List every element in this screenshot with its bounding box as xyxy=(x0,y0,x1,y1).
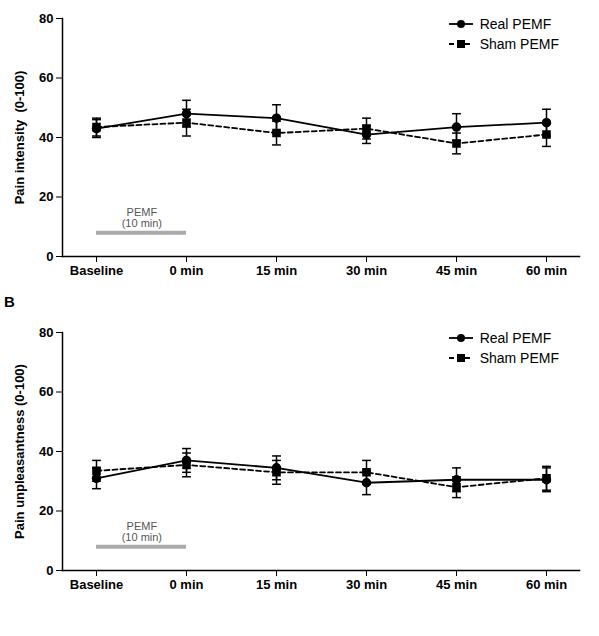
svg-text:0 min: 0 min xyxy=(170,577,204,592)
svg-text:80: 80 xyxy=(39,11,53,26)
svg-text:30 min: 30 min xyxy=(346,577,387,592)
html-text:Real PEMF: Real PEMF xyxy=(479,16,552,32)
svg-text:80: 80 xyxy=(39,325,53,340)
svg-text:30 min: 30 min xyxy=(346,263,387,278)
svg-text:60: 60 xyxy=(39,384,53,399)
svg-text:60 min: 60 min xyxy=(526,577,567,592)
svg-text:Pain unpleasantness (0-100): Pain unpleasantness (0-100) xyxy=(12,364,27,539)
html-text:Sham PEMF: Sham PEMF xyxy=(479,36,559,52)
svg-text:45 min: 45 min xyxy=(436,263,477,278)
svg-text:0: 0 xyxy=(46,563,53,578)
svg-text:Pain intensity (0-100): Pain intensity (0-100) xyxy=(12,71,27,205)
svg-text:40: 40 xyxy=(39,130,53,145)
svg-text:Baseline: Baseline xyxy=(70,263,123,278)
svg-text:20: 20 xyxy=(39,503,53,518)
svg-text:40: 40 xyxy=(39,444,53,459)
svg-text:15 min: 15 min xyxy=(256,577,297,592)
svg-text:PEMF(10 min): PEMF(10 min) xyxy=(122,520,162,543)
svg-text:60: 60 xyxy=(39,70,53,85)
svg-text:45 min: 45 min xyxy=(436,577,477,592)
html-text:Real PEMF: Real PEMF xyxy=(479,330,552,346)
svg-text:0: 0 xyxy=(46,249,53,264)
svg-text:Baseline: Baseline xyxy=(70,577,123,592)
svg-text:0 min: 0 min xyxy=(170,263,204,278)
html-text:Sham PEMF: Sham PEMF xyxy=(479,350,559,366)
svg-text:PEMF(10 min): PEMF(10 min) xyxy=(122,206,162,229)
svg-text:20: 20 xyxy=(39,189,53,204)
html-text:B: B xyxy=(4,293,15,310)
svg-text:60 min: 60 min xyxy=(526,263,567,278)
svg-text:15 min: 15 min xyxy=(256,263,297,278)
